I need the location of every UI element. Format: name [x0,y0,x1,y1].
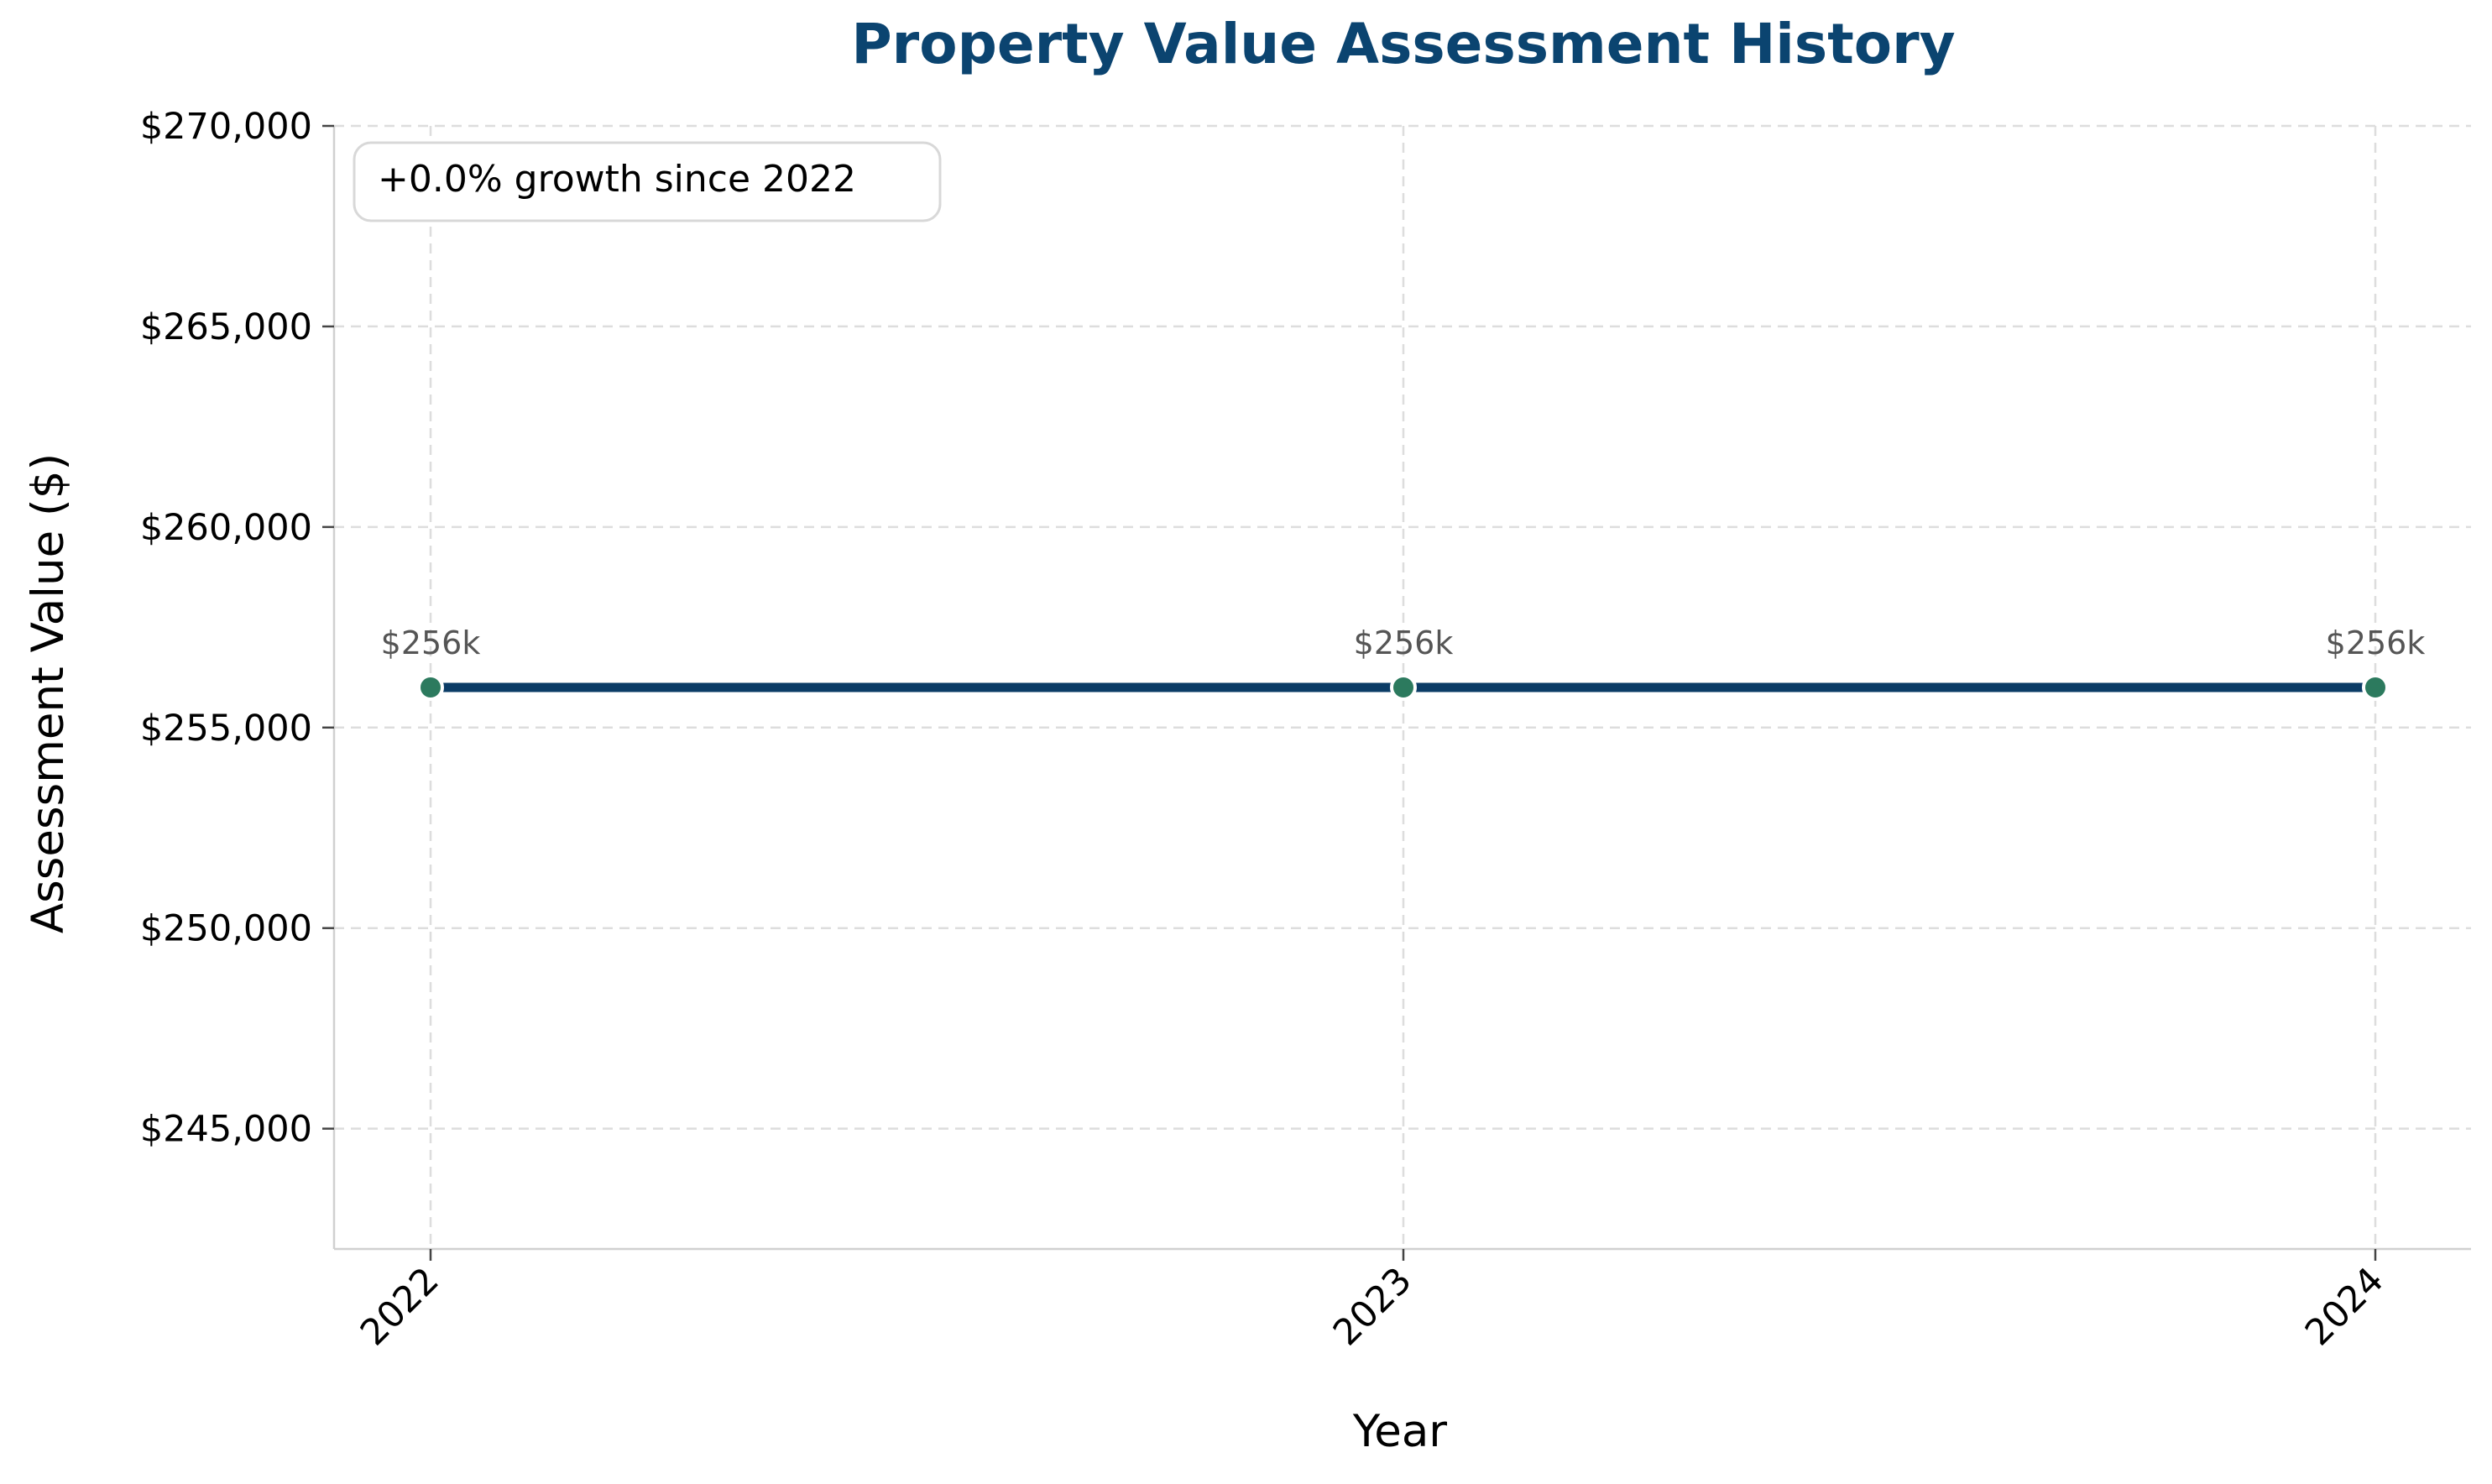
y-tick-label: $245,000 [140,1109,312,1151]
data-label: $256k [381,624,481,661]
y-tick-label: $265,000 [140,306,312,348]
x-axis-label: Year [1352,1406,1447,1457]
data-point [417,674,444,701]
annotation-text: +0.0% growth since 2022 [378,158,856,201]
x-tick-label: 2024 [2297,1259,2392,1354]
y-axis-ticks: $245,000 $250,000 $255,000 $260,000 $265,000… [140,106,334,1151]
y-tick-label: $260,000 [140,507,312,549]
y-tick-label: $255,000 [140,708,312,750]
y-tick-label: $270,000 [140,106,312,148]
data-label: $256k [1354,624,1454,661]
x-axis-ticks: 2022 2023 2024 [353,1249,2392,1354]
data-point [1390,674,1417,701]
series-layer [417,674,2389,701]
chart-title: Property Value Assessment History [851,12,1955,76]
x-tick-label: 2022 [353,1259,447,1354]
y-axis-label: Assessment Value ($) [23,453,74,933]
data-label: $256k [2326,624,2426,661]
data-point [2362,674,2389,701]
data-label-layer: $256k $256k $256k [381,624,2426,661]
annotation-frame [353,141,942,222]
x-tick-label: 2023 [1325,1259,1420,1354]
y-tick-label: $250,000 [140,908,312,950]
growth-annotation: +0.0% growth since 2022 [353,141,942,222]
